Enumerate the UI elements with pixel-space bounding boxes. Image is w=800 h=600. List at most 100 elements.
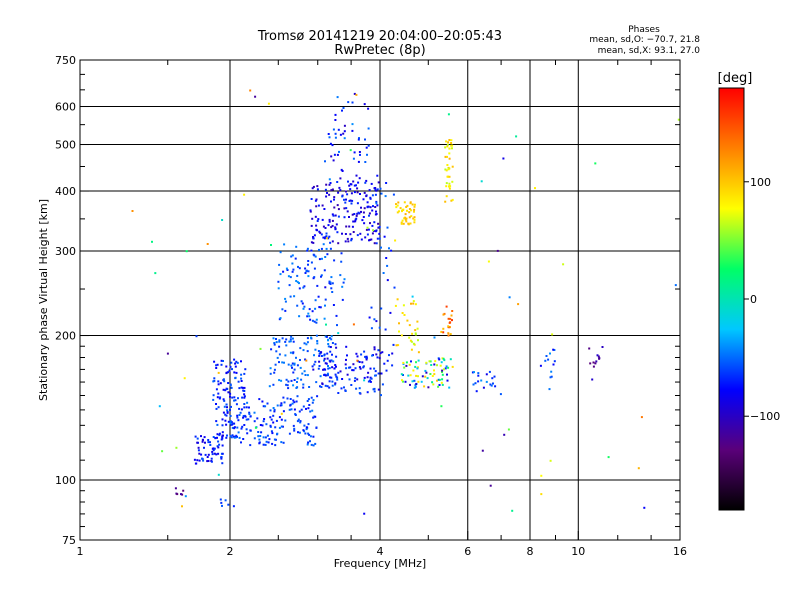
data-point — [352, 323, 355, 326]
data-point — [643, 506, 646, 509]
data-point — [408, 208, 411, 210]
data-point — [315, 381, 318, 384]
data-point — [328, 183, 331, 186]
data-point — [292, 424, 295, 427]
data-point — [266, 434, 269, 437]
data-point — [154, 272, 157, 275]
data-point — [281, 308, 284, 311]
data-point — [261, 424, 264, 427]
data-point — [368, 316, 371, 319]
data-point — [417, 339, 419, 342]
data-point — [310, 336, 312, 339]
data-point — [229, 415, 232, 417]
data-point — [369, 206, 372, 209]
data-point — [284, 300, 287, 303]
data-point — [317, 367, 320, 370]
data-point — [376, 356, 379, 359]
data-point — [242, 438, 245, 440]
data-point — [217, 446, 220, 449]
y-tick-label: 100 — [55, 474, 76, 487]
data-point — [328, 220, 331, 223]
data-point — [317, 218, 320, 221]
data-point — [230, 405, 232, 408]
data-point — [382, 272, 385, 274]
data-point — [355, 217, 358, 220]
data-point — [332, 128, 335, 131]
data-point — [216, 436, 218, 439]
data-point — [324, 256, 327, 258]
data-point — [392, 343, 395, 346]
data-point — [362, 366, 365, 369]
data-point — [447, 168, 450, 171]
data-point — [304, 267, 307, 270]
data-point — [263, 418, 266, 420]
data-point — [217, 383, 220, 386]
data-point — [237, 431, 240, 434]
data-point — [200, 435, 202, 438]
data-point — [369, 379, 371, 382]
data-point — [281, 361, 284, 364]
data-point — [331, 219, 334, 222]
data-point — [196, 437, 199, 440]
data-point — [337, 215, 340, 218]
data-point — [326, 385, 329, 388]
data-point — [325, 235, 328, 238]
data-point — [158, 405, 161, 408]
data-point — [313, 254, 316, 257]
data-point — [297, 418, 300, 421]
phase-x-stats: mean, sd,X: 93.1, 27.0 — [598, 46, 701, 56]
data-point — [269, 372, 272, 375]
data-point — [278, 353, 281, 356]
data-point — [287, 363, 290, 366]
data-point — [342, 132, 345, 135]
data-point — [494, 385, 497, 388]
data-point — [311, 217, 314, 220]
data-point — [225, 371, 228, 374]
data-point — [234, 365, 237, 368]
data-point — [299, 366, 302, 369]
data-point — [373, 390, 376, 393]
data-point — [376, 204, 379, 207]
data-point — [350, 192, 353, 195]
data-point — [184, 495, 187, 498]
data-point — [222, 360, 224, 362]
data-point — [475, 390, 478, 393]
data-point — [331, 282, 334, 285]
data-point — [221, 418, 224, 421]
data-point — [378, 226, 381, 228]
data-point — [181, 505, 183, 508]
data-point — [236, 426, 239, 429]
data-point — [367, 228, 370, 231]
data-point — [601, 346, 604, 348]
phase-title: Phases — [628, 25, 660, 35]
data-point — [401, 379, 403, 382]
data-point — [412, 369, 415, 372]
data-point — [592, 361, 595, 364]
data-point — [275, 419, 278, 422]
data-point — [329, 376, 332, 379]
data-point — [396, 211, 399, 214]
data-point — [429, 373, 432, 375]
data-point — [269, 424, 272, 427]
data-point — [233, 371, 236, 374]
data-point — [285, 338, 288, 341]
data-point — [364, 181, 367, 184]
data-point — [426, 377, 429, 380]
data-point — [219, 396, 222, 399]
data-point — [445, 182, 448, 185]
data-point — [550, 375, 553, 378]
data-point — [431, 381, 434, 384]
data-point — [408, 336, 411, 339]
data-point — [333, 367, 336, 370]
data-point — [328, 337, 331, 340]
data-point — [234, 436, 237, 439]
data-point — [367, 107, 370, 110]
data-point — [450, 142, 453, 144]
data-point — [332, 304, 335, 306]
data-point — [231, 396, 234, 399]
data-point — [445, 195, 448, 198]
data-point — [213, 452, 216, 455]
data-point — [334, 373, 337, 376]
data-point — [403, 217, 406, 220]
data-point — [262, 436, 265, 439]
